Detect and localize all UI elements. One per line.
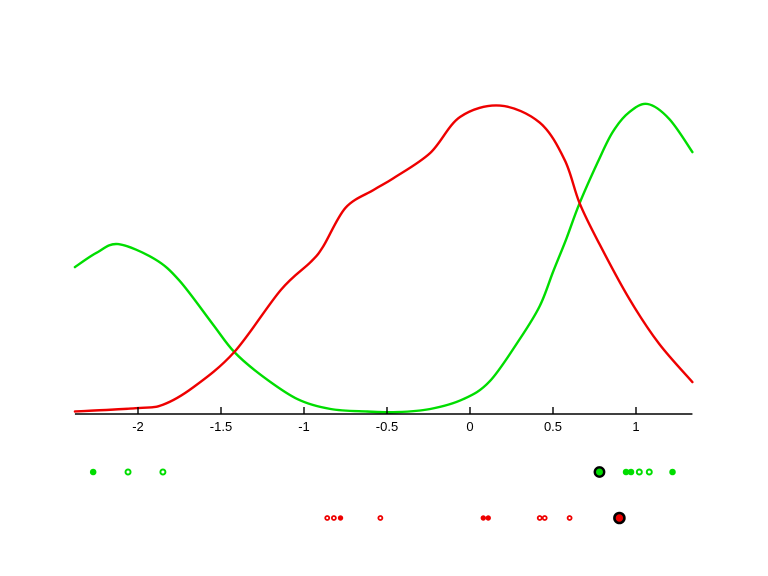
red-sample-point-open	[324, 515, 331, 521]
x-axis-tick-label: 0.5	[544, 419, 562, 434]
green-sample-point-open	[635, 468, 643, 476]
x-axis-tick-label: 1	[632, 419, 639, 434]
x-axis-tick-label: -2	[132, 419, 144, 434]
red-sample-point-open	[330, 515, 337, 521]
highlighted-red-point	[613, 511, 626, 525]
x-axis-tick-label: -0.5	[376, 419, 398, 434]
green-sample-point-open	[159, 468, 167, 476]
green-sample-point	[622, 468, 630, 476]
red-density-curve	[73, 104, 694, 413]
red-sample-point	[480, 515, 486, 521]
red-sample-point-open	[377, 515, 384, 521]
green-density-curve	[73, 102, 694, 414]
highlighted-green-point	[593, 466, 606, 478]
x-axis-tick-label: -1	[298, 419, 310, 434]
red-sample-point	[337, 515, 344, 521]
red-sample-point-open	[566, 515, 573, 521]
green-sample-point	[627, 468, 635, 476]
red-sample-point-open	[536, 515, 543, 521]
red-sample-point	[485, 515, 491, 521]
x-axis-tick-label: 0	[466, 419, 473, 434]
green-sample-point-open	[645, 468, 653, 476]
green-sample-point	[669, 468, 676, 476]
green-sample-point	[89, 468, 97, 476]
green-sample-point-open	[124, 468, 132, 476]
red-sample-point-open	[541, 515, 548, 521]
x-axis-tick-label: -1.5	[210, 419, 232, 434]
